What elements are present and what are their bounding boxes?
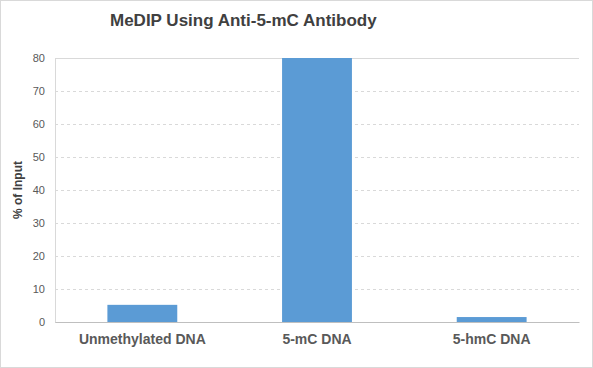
y-tick-label: 60 [33, 118, 45, 130]
x-axis-line [56, 322, 580, 323]
y-tick-label: 10 [33, 283, 45, 295]
title: MeDIP Using Anti-5-mC Antibody [110, 11, 377, 30]
chart-frame [1, 1, 593, 368]
y-tick-label: 0 [39, 316, 45, 328]
y-axis-line [56, 59, 580, 323]
x-tick: 5-mC DNA [282, 331, 351, 347]
y-tick-label: 20 [33, 250, 45, 262]
bars [107, 58, 526, 322]
bar [457, 317, 527, 322]
y-tick-label: 40 [33, 184, 45, 196]
plot-area: 0 10 20 30 40 50 60 70 80 Unmethylated DNA 5-mC DN… [33, 52, 580, 347]
bar [107, 305, 177, 322]
x-tick-label: Unmethylated DNA [79, 331, 206, 347]
y-axis: 0 10 20 30 40 50 60 70 80 [33, 52, 579, 328]
x-tick-label: 5-mC DNA [282, 331, 351, 347]
y-tick-label: 80 [33, 52, 45, 64]
y-axis-title: % of Input [11, 161, 25, 219]
x-tick: Unmethylated DNA [79, 331, 206, 347]
x-tick: 5-hmC DNA [453, 331, 531, 347]
y-tick-label: 30 [33, 217, 45, 229]
y-tick-label: 50 [33, 151, 45, 163]
y-tick-label: 70 [33, 85, 45, 97]
x-axis: Unmethylated DNA 5-mC DNA 5-hmC DNA [56, 323, 580, 347]
x-tick-label: 5-hmC DNA [453, 331, 531, 347]
grid-line [55, 322, 579, 323]
bar [282, 58, 352, 322]
chart: 0 10 20 30 40 50 60 70 80 Unmethylated DNA 5-mC DN… [0, 0, 593, 368]
